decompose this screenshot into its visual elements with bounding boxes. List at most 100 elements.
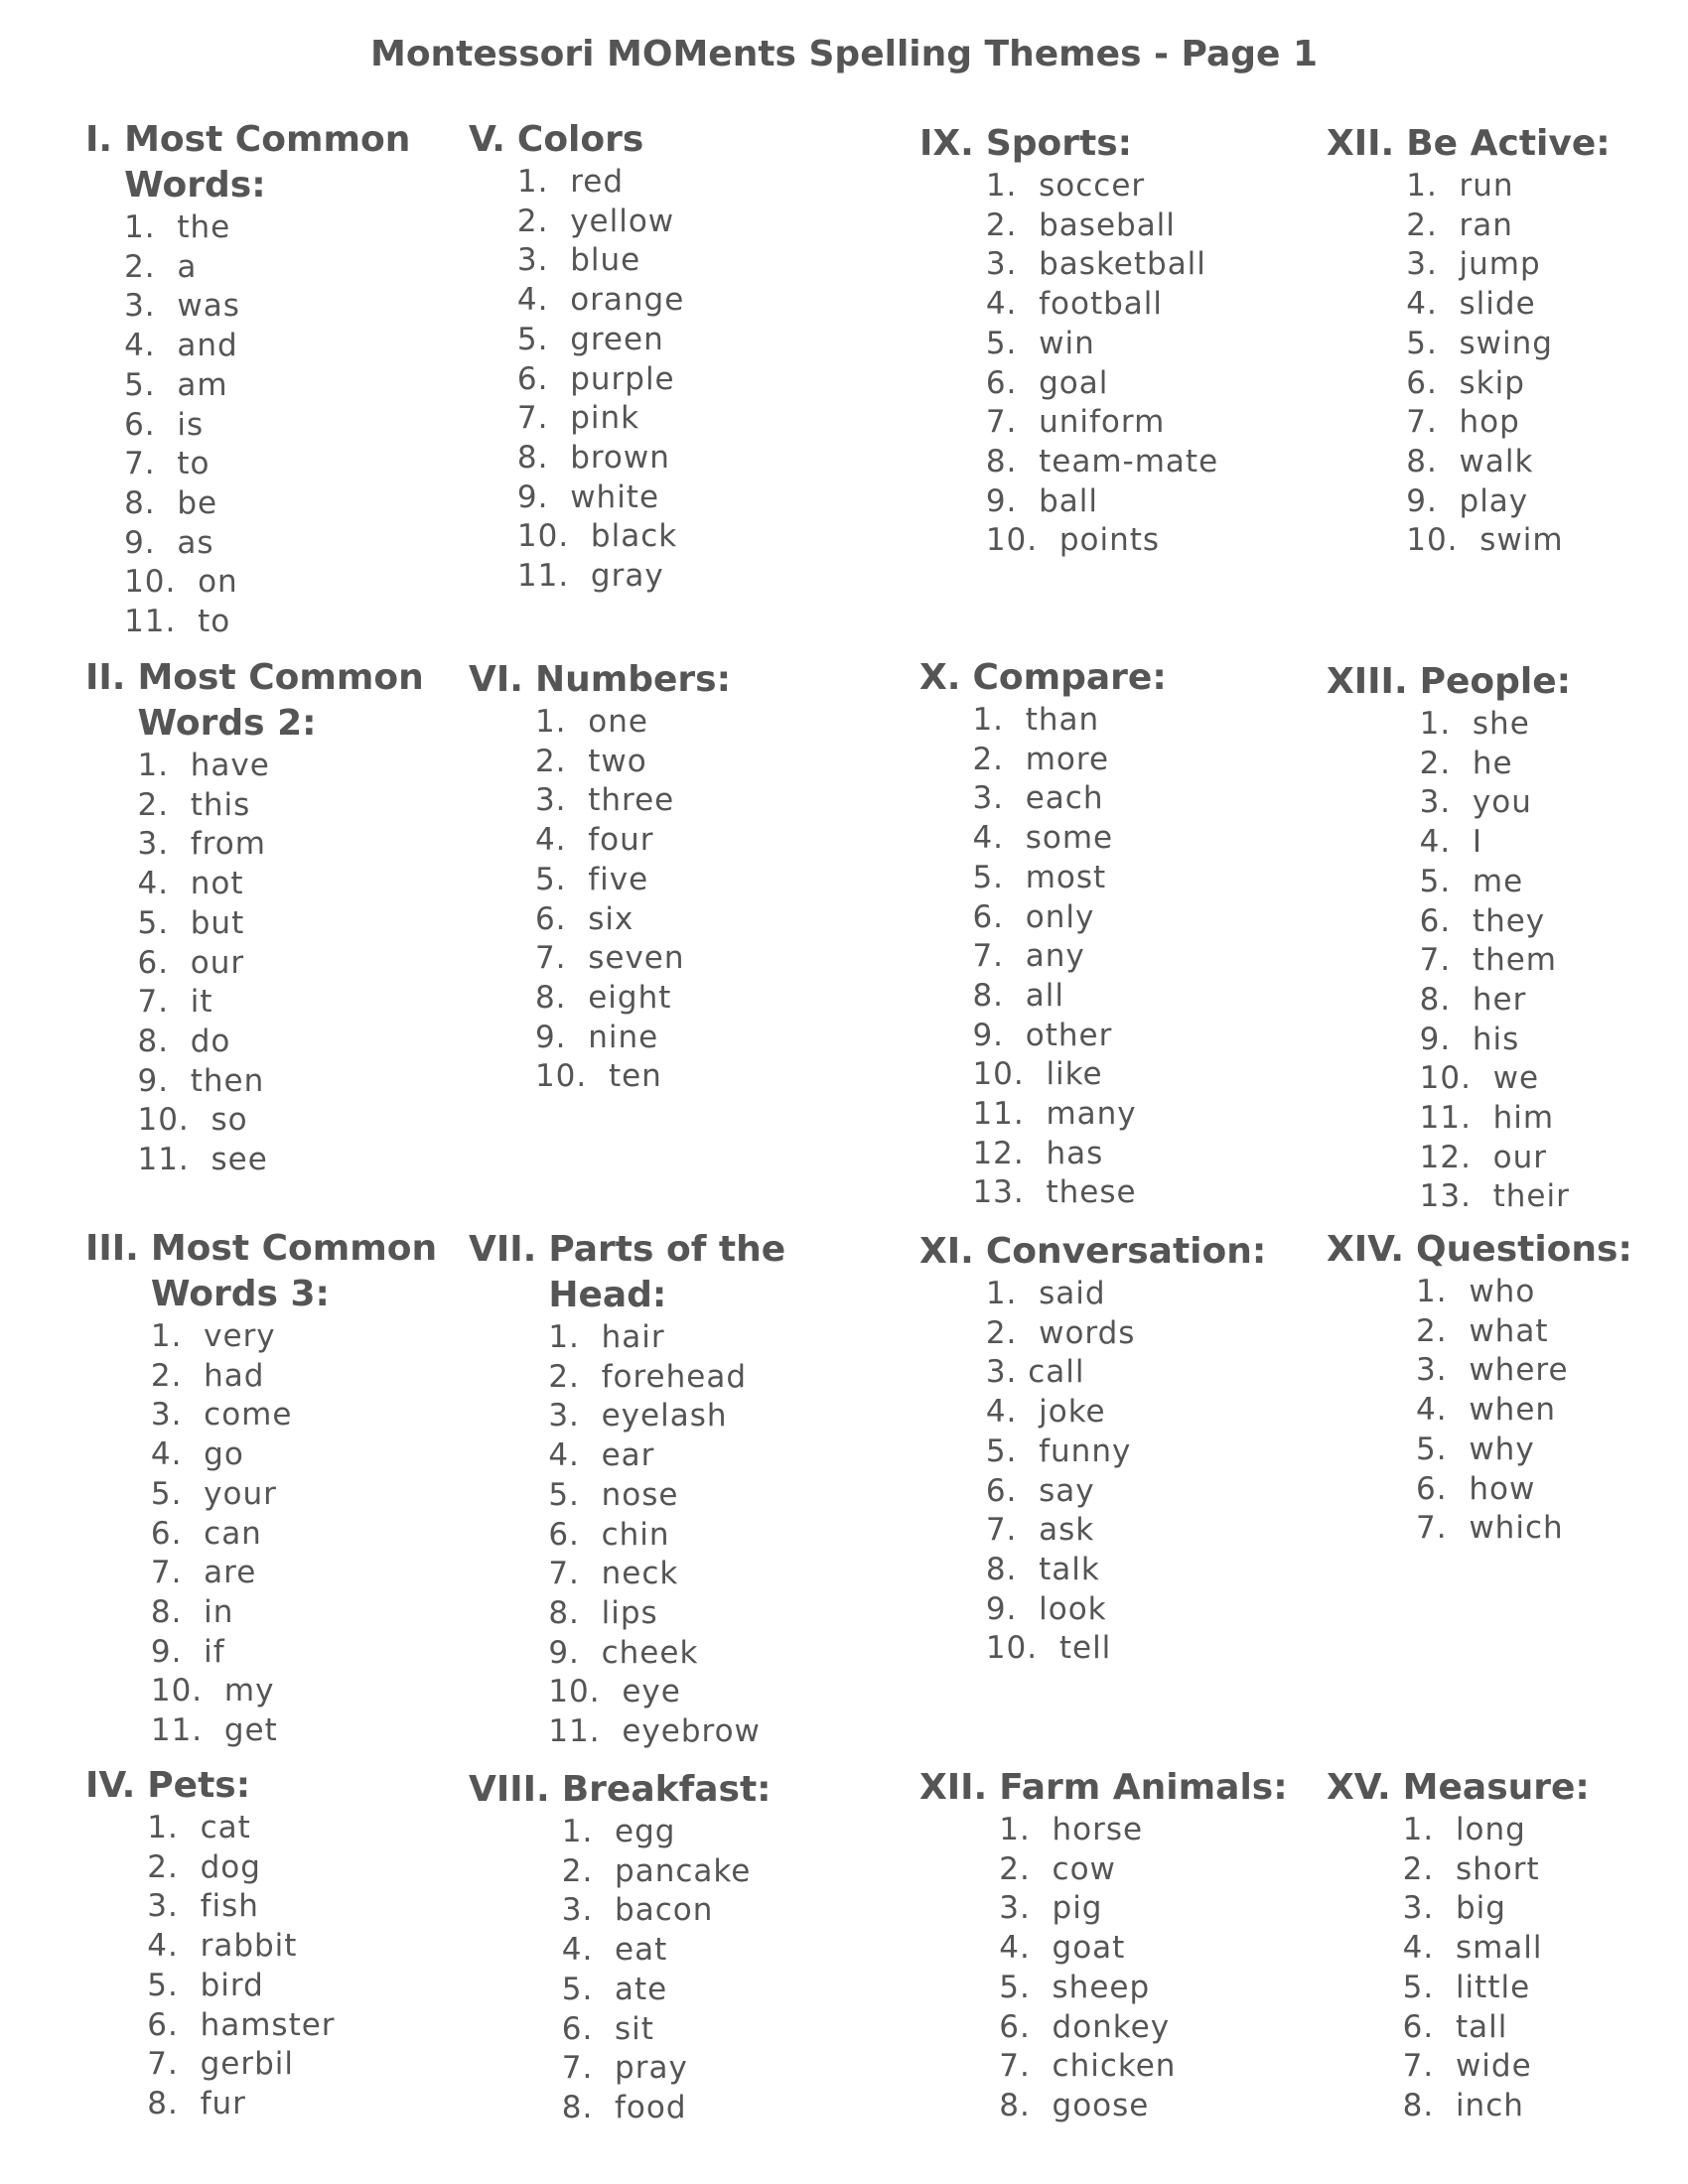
word-item: 7. seven [534, 940, 685, 977]
section-title: Most Common Words 3: [150, 1228, 438, 1314]
theme-section: XII. Be Active: 1. run 2. ran 3. jump 4. slid… [1327, 121, 1686, 561]
word-item: 8. in [150, 1593, 234, 1630]
word-item: 9. look [985, 1590, 1107, 1627]
word-item: 6. tall [1402, 2008, 1508, 2045]
section-title: Colors [516, 119, 644, 160]
theme-section: XII. Farm Animals: 1. horse 2. cow 3. pig 4. … [919, 1765, 1321, 2126]
word-item: 10. tell [985, 1630, 1112, 1667]
word-item: 2. baseball [985, 206, 1176, 243]
word-item: 1. hair [548, 1319, 665, 1355]
word-item: 10. swim [1406, 522, 1564, 559]
word-item: 1. horse [999, 1812, 1144, 1847]
word-item: 11. see [137, 1142, 268, 1178]
word-item: 6. they [1419, 902, 1546, 939]
word-item: 10. like [972, 1056, 1103, 1093]
word-item: 5. bird [147, 1967, 264, 2003]
word-item: 2. he [1419, 745, 1513, 781]
word-item: 3. was [124, 288, 240, 325]
word-item: 7. to [124, 446, 211, 482]
section-title: Measure: [1402, 1767, 1590, 1808]
word-list: 1. said 2. words 3. call 4. joke 5. funny 6. … [986, 1275, 1321, 1669]
word-item: 1. who [1416, 1274, 1536, 1309]
section-numeral: VIII. [469, 1769, 550, 1810]
word-item: 6. goal [985, 364, 1109, 401]
section-title: People: [1419, 661, 1572, 702]
section-title: Most Common Words 2: [137, 657, 424, 744]
word-item: 1. than [972, 702, 1100, 738]
word-item: 6. say [985, 1472, 1095, 1509]
word-item: 5. am [124, 366, 228, 403]
word-item: 4. when [1416, 1392, 1557, 1429]
theme-section: IX. Sports: 1. soccer 2. baseball 3. basketb… [919, 121, 1321, 561]
word-item: 1. have [137, 748, 270, 783]
section-numeral: VII. [469, 1229, 537, 1270]
word-item: 10. we [1419, 1060, 1540, 1097]
word-item: 8. food [561, 2089, 687, 2125]
word-item: 2. dog [147, 1848, 261, 1885]
word-item: 9. other [972, 1017, 1113, 1053]
word-item: 3. fish [147, 1888, 259, 1925]
theme-section: VIII. Breakfast: 1. egg 2. pancake 3. bacon 4… [469, 1767, 912, 2128]
word-item: 5. little [1402, 1969, 1531, 2005]
word-item: 2. cow [999, 1850, 1116, 1887]
word-item: 1. long [1402, 1812, 1526, 1847]
word-item: 7. neck [548, 1556, 679, 1592]
word-item: 7. any [972, 938, 1085, 975]
word-item: 2. a [124, 248, 198, 285]
word-list: 1. cat 2. dog 3. fish 4. rabbit 5. bird 6. ha… [147, 1809, 463, 2124]
word-item: 6. only [972, 898, 1095, 935]
section-numeral: VI. [469, 659, 523, 700]
word-item: 12. has [972, 1135, 1104, 1171]
word-item: 8. all [972, 977, 1064, 1014]
word-item: 9. his [1419, 1021, 1520, 1057]
word-item: 8. lips [548, 1594, 658, 1631]
word-item: 7. gerbil [147, 2046, 294, 2083]
word-item: 7. are [150, 1555, 257, 1591]
word-item: 7. wide [1402, 2048, 1532, 2085]
word-list: 1. the 2. a 3. was 4. and 5. am 6. is 7. to 8. … [124, 208, 463, 642]
theme-section: XV. Measure: 1. long 2. short 3. big 4. small… [1327, 1765, 1686, 2126]
word-list: 1. run 2. ran 3. jump 4. slide 5. swing 6. sk… [1406, 167, 1686, 561]
section-numeral: XI. [919, 1231, 974, 1272]
word-list: 1. she 2. he 3. you 4. I 5. me 6. they 7. them… [1420, 705, 1686, 1217]
word-item: 6. can [150, 1515, 262, 1552]
word-item: 3. from [137, 826, 266, 863]
section-title: Farm Animals: [999, 1767, 1288, 1808]
word-item: 6. hamster [147, 2006, 336, 2043]
word-item: 1. very [150, 1318, 276, 1354]
word-item: 3. basketball [985, 246, 1206, 283]
word-item: 6. six [534, 900, 634, 937]
word-item: 1. soccer [985, 168, 1146, 204]
word-item: 9. cheek [548, 1634, 699, 1671]
word-item: 8. talk [985, 1551, 1100, 1587]
section-numeral: XII. [919, 1767, 988, 1808]
word-item: 3. call [985, 1354, 1085, 1391]
word-list: 1. have 2. this 3. from 4. not 5. but 6. our 7… [137, 747, 463, 1180]
word-item: 5. green [516, 321, 664, 357]
word-item: 3. three [534, 782, 675, 819]
word-item: 4. rabbit [147, 1928, 298, 1965]
word-item: 1. she [1419, 706, 1530, 742]
word-item: 9. nine [534, 1019, 659, 1055]
word-item: 2. what [1416, 1312, 1549, 1349]
theme-section: X. Compare: 1. than 2. more 3. each 4. some 5.… [919, 655, 1321, 1213]
word-item: 2. two [534, 743, 647, 779]
word-item: 10. so [137, 1102, 248, 1139]
word-item: 3. eyelash [548, 1398, 728, 1434]
word-item: 5. me [1419, 863, 1524, 899]
word-item: 8. eight [534, 979, 672, 1016]
word-item: 11. get [150, 1712, 278, 1749]
word-item: 5. but [137, 904, 245, 941]
word-item: 6. how [1416, 1470, 1536, 1507]
section-numeral: I. [85, 119, 113, 160]
word-list: 1. egg 2. pancake 3. bacon 4. eat 5. ate 6. s… [562, 1813, 912, 2128]
word-item: 7. hop [1406, 404, 1520, 441]
word-item: 2. yellow [516, 203, 675, 239]
word-item: 8. be [124, 484, 218, 521]
section-title: Questions: [1416, 1229, 1632, 1270]
word-item: 3. pig [999, 1890, 1103, 1927]
section-numeral: XIII. [1327, 661, 1408, 702]
word-item: 5. most [972, 859, 1107, 895]
word-item: 11. many [972, 1096, 1137, 1133]
theme-section: XI. Conversation: 1. said 2. words 3. call 4.… [919, 1229, 1321, 1669]
